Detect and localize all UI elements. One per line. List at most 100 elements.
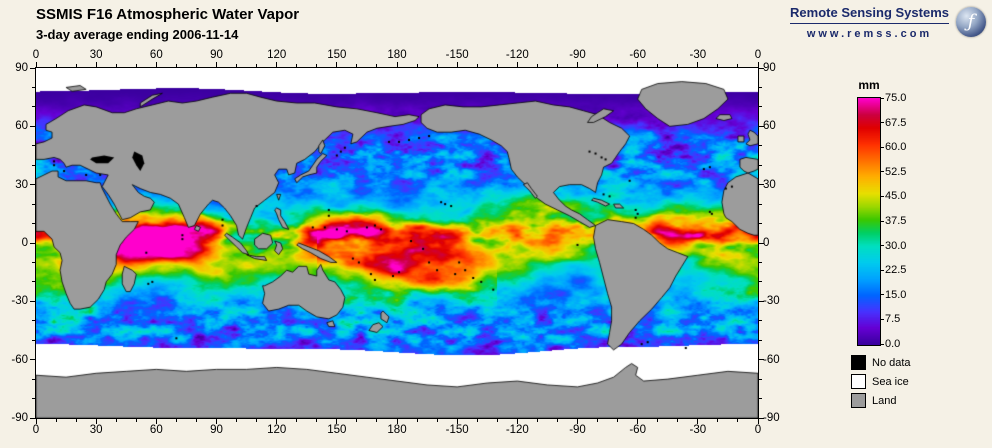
lon-tick-label: 180 [387,49,407,61]
lat-tick-label: -60 [11,353,28,366]
colorbar-tick-label: 52.5 [885,165,907,178]
colorbar-tick-label: 7.5 [885,313,901,326]
lon-tick [236,419,238,422]
lon-tick-label: -60 [629,49,646,61]
colorbar-tick [881,146,884,148]
page-subtitle: 3-day average ending 2006-11-14 [36,27,239,42]
lat-tick [759,398,762,400]
lon-tick [55,419,57,422]
lat-tick-label: -30 [11,295,28,308]
lat-tick-label: 60 [15,120,28,133]
colorbar-tick [881,171,884,173]
lat-tick [759,203,762,205]
lon-tick [677,419,679,422]
lat-tick [759,145,762,147]
lon-tick-label: -120 [505,424,529,436]
legend-swatch [851,355,866,370]
lon-tick-label: -120 [505,49,529,61]
legend-label: Land [872,394,897,407]
map-frame [35,67,759,419]
lat-tick-label: 30 [763,178,776,191]
lat-tick [759,86,762,88]
lon-tick-label: -150 [445,49,469,61]
colorbar-tick-label: 15.0 [885,288,907,301]
colorbar-tick [881,294,884,296]
colorbar-tick-label: 22.5 [885,264,907,277]
lon-tick [617,419,619,422]
lat-tick [759,281,762,283]
lon-tick [416,419,418,422]
lon-tick [175,419,177,422]
legend-swatch [851,374,866,389]
lon-tick [577,419,578,424]
lon-tick-label: 30 [89,49,103,61]
colorbar-tick [881,245,884,247]
lat-tick [759,417,764,419]
colorbar-tick [881,195,884,197]
colorbar-tick [881,220,884,222]
lat-tick [759,67,764,69]
branding-block: Remote Sensing Systems www.remss.com ƒ [790,5,986,40]
lon-tick-label: 90 [210,49,223,61]
brand-url: www.remss.com [806,28,933,40]
lon-tick [516,419,518,424]
lat-tick [759,339,762,341]
lon-tick [95,419,97,424]
lon-tick [316,419,318,422]
lon-tick-label: 150 [327,424,347,436]
lon-tick [556,419,558,422]
colorbar-tick [881,122,884,124]
lon-tick [336,419,338,424]
lon-tick-label: 0 [754,424,762,436]
colorbar-tick [881,343,884,345]
lat-tick [759,125,764,127]
lon-tick [496,419,498,422]
lon-tick-label: -60 [629,424,646,436]
lon-tick-label: 180 [387,424,407,436]
lat-tick-label: -30 [763,295,780,308]
colorbar-tick [881,97,884,99]
lon-tick [697,419,699,424]
lon-tick [115,419,117,422]
colorbar-tick-label: 60.0 [885,141,907,154]
lat-tick [759,242,764,244]
lon-tick [657,419,659,422]
lon-tick [216,419,217,424]
legend-label: No data [872,356,911,369]
lat-tick-label: 60 [763,120,776,133]
lat-tick-label: -60 [763,353,780,366]
lon-tick [737,419,739,422]
lon-tick [476,419,478,422]
lon-tick [135,419,137,422]
lat-tick-label: -90 [763,412,780,424]
lon-tick [436,419,438,422]
legend-item: No data [851,355,911,370]
lon-tick-label: 30 [89,424,103,436]
lat-tick [759,300,764,302]
page-title: SSMIS F16 Atmospheric Water Vapor [36,6,300,23]
lon-tick [35,419,37,424]
colorbar-frame [857,97,881,346]
brand-divider [790,23,949,24]
lon-tick [195,419,197,422]
lon-tick [155,419,157,424]
lon-tick-label: 90 [210,424,223,436]
colorbar-tick [881,269,884,271]
lon-tick-label: 120 [267,424,287,436]
colorbar-canvas [858,98,880,345]
lat-tick-label: -90 [11,412,28,424]
map-legend: No data Sea ice Land [851,355,911,412]
lon-tick [637,419,639,424]
colorbar-tick-label: 67.5 [885,116,907,129]
globe-logo-icon: ƒ [956,7,986,37]
colorbar-units: mm [858,78,880,92]
lon-tick-label: 0 [32,424,40,436]
lon-tick [256,419,258,422]
lon-tick-label: 0 [32,49,40,61]
lon-tick-label: 0 [754,49,762,61]
lat-tick [759,223,762,225]
lon-tick [717,419,719,422]
colorbar-tick-label: 30.0 [885,239,907,252]
colorbar-tick-label: 45.0 [885,190,907,203]
lon-tick-label: -30 [689,424,707,436]
